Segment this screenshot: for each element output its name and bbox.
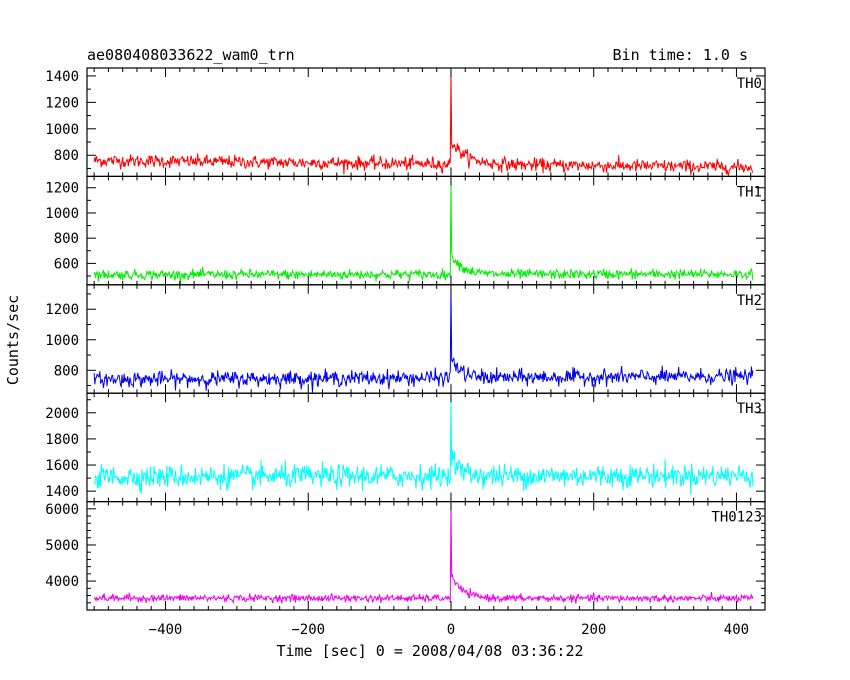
y-tick-label: 1000 xyxy=(45,333,79,349)
panels-group: 800 1000 1200 1400 TH0 600 800 1000 1200 TH1 800 10… xyxy=(45,67,766,611)
panel-label: TH2 xyxy=(737,293,762,309)
x-tick-label: −400 xyxy=(149,622,183,638)
y-tick-label: 1200 xyxy=(45,302,79,318)
y-tick-label: 1000 xyxy=(45,122,79,138)
panel-th1: 600 800 1000 1200 TH1 xyxy=(45,175,766,286)
y-tick-label: 1400 xyxy=(45,69,79,85)
series-line-th3 xyxy=(93,397,754,496)
y-tick-label: 800 xyxy=(54,148,79,164)
panel-th0: 800 1000 1200 1400 TH0 xyxy=(45,67,766,178)
y-tick-label: 1200 xyxy=(45,181,79,197)
panel-th3: 1400 1600 1800 2000 TH3 xyxy=(45,392,766,503)
chart-title: ae080408033622_wam0_trn xyxy=(87,46,295,64)
panel-th0123: 4000 5000 6000 TH0123 xyxy=(45,501,766,611)
x-axis: −400 −200 0 200 400 xyxy=(149,622,749,638)
panel-label: TH3 xyxy=(737,401,762,417)
y-axis-label: Counts/sec xyxy=(4,295,22,385)
series-line-th1 xyxy=(93,180,754,285)
y-tick-label: 1200 xyxy=(45,95,79,111)
y-tick-label: 5000 xyxy=(45,538,79,554)
y-tick-label: 800 xyxy=(54,363,79,379)
y-tick-label: 600 xyxy=(54,256,79,272)
series-line-th0123 xyxy=(93,503,754,605)
y-tick-label: 1400 xyxy=(45,484,79,500)
y-tick-label: 1800 xyxy=(45,432,79,448)
x-tick-label: 200 xyxy=(581,622,606,638)
x-tick-label: −200 xyxy=(291,622,325,638)
x-tick-label: 0 xyxy=(447,622,455,638)
panel-label: TH1 xyxy=(737,184,762,200)
panel-frame xyxy=(86,392,766,503)
panel-frame xyxy=(86,175,766,286)
panel-frame xyxy=(86,501,766,611)
y-tick-label: 2000 xyxy=(45,406,79,422)
x-axis-label: Time [sec] 0 = 2008/04/08 03:36:22 xyxy=(276,642,583,660)
y-tick-label: 6000 xyxy=(45,502,79,518)
panel-label: TH0 xyxy=(737,76,762,92)
y-tick-label: 4000 xyxy=(45,574,79,590)
series-line-th0 xyxy=(93,70,754,177)
panel-label: TH0123 xyxy=(711,510,762,526)
panel-th2: 800 1000 1200 TH2 xyxy=(45,284,766,394)
y-tick-label: 1600 xyxy=(45,458,79,474)
panel-frame xyxy=(86,67,766,178)
x-tick-label: 400 xyxy=(724,622,749,638)
y-tick-label: 1000 xyxy=(45,206,79,222)
bin-time-label: Bin time: 1.0 s xyxy=(613,46,748,64)
series-line-th2 xyxy=(93,287,754,393)
y-tick-label: 800 xyxy=(54,231,79,247)
